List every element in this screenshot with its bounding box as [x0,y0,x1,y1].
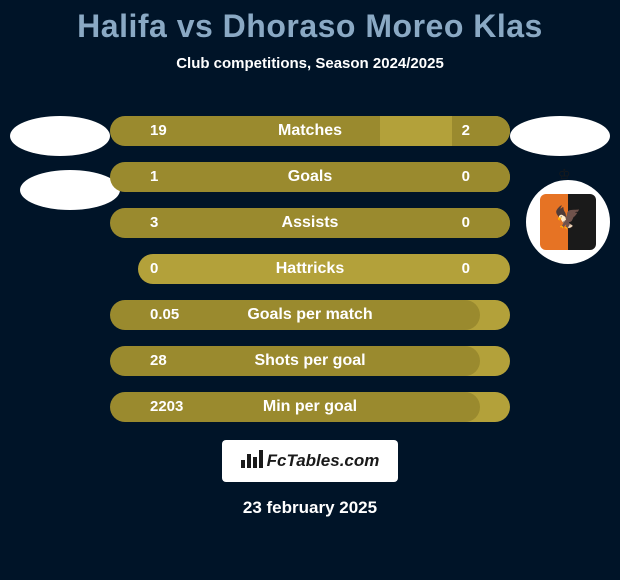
stat-row-hattricks: 0 0 Hattricks [0,250,620,288]
stat-label: Hattricks [0,254,620,284]
comparison-infographic: Halifa vs Dhoraso Moreo Klas Club compet… [0,0,620,580]
stat-label: Shots per goal [0,346,620,376]
stat-label: Goals [0,162,620,192]
page-subtitle: Club competitions, Season 2024/2025 [0,55,620,72]
date-label: 23 february 2025 [0,498,620,518]
stat-row-spg: 28 Shots per goal [0,342,620,380]
stat-row-gpm: 0.05 Goals per match [0,296,620,334]
stat-label: Matches [0,116,620,146]
page-title: Halifa vs Dhoraso Moreo Klas [0,0,620,45]
stat-row-matches: 19 2 Matches [0,112,620,150]
bars-icon [241,450,263,473]
footer-brand-text: FcTables.com [267,451,380,471]
stat-label: Assists [0,208,620,238]
footer-brand: FcTables.com [222,440,398,482]
stat-row-assists: 3 0 Assists [0,204,620,242]
stat-row-mpg: 2203 Min per goal [0,388,620,426]
stats-area: 19 2 Matches 1 0 Goals 3 0 Assists 0 0 H… [0,112,620,434]
stat-label: Goals per match [0,300,620,330]
stat-row-goals: 1 0 Goals [0,158,620,196]
stat-label: Min per goal [0,392,620,422]
